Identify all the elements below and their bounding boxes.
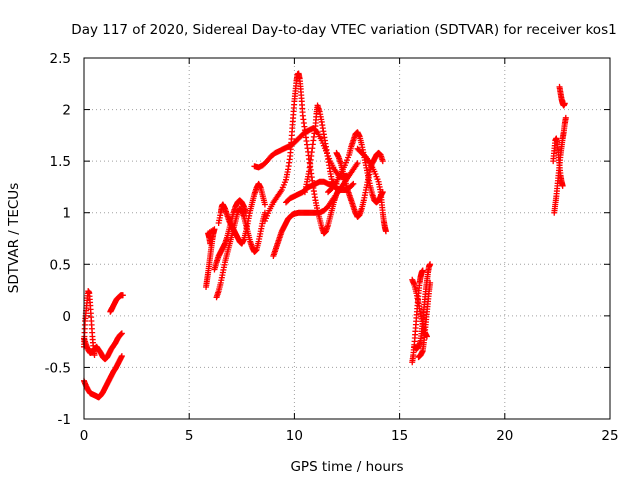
data-point bbox=[559, 182, 566, 189]
series-sat-v bbox=[550, 135, 566, 189]
series-sat-l bbox=[301, 102, 340, 196]
series-sat-b bbox=[81, 330, 125, 363]
chart-title: Day 117 of 2020, Sidereal Day-to-day VTE… bbox=[71, 22, 616, 38]
data-point bbox=[350, 180, 357, 187]
series-sat-w bbox=[556, 83, 568, 109]
data-point bbox=[349, 181, 356, 188]
data-point bbox=[382, 228, 389, 235]
x-tick-labels: 0 5 10 15 20 25 bbox=[80, 428, 619, 444]
data-point bbox=[118, 330, 125, 337]
y-tick-labels: -1 -0.5 0 0.5 1 1.5 2 2.5 bbox=[45, 51, 71, 428]
x-tick-label: 25 bbox=[601, 428, 618, 444]
series-sat-p bbox=[354, 145, 389, 235]
series-sat-o bbox=[333, 149, 386, 220]
series-sat-k bbox=[270, 160, 361, 260]
data-point bbox=[207, 240, 214, 247]
y-tick-label: 0 bbox=[62, 309, 71, 325]
y-tick-label: -0.5 bbox=[45, 360, 71, 376]
data-point bbox=[419, 267, 426, 274]
series-sat-q bbox=[409, 267, 426, 366]
x-tick-label: 15 bbox=[391, 428, 408, 444]
data-point bbox=[119, 292, 126, 299]
y-axis-label: SDTVAR / TECUs bbox=[6, 183, 22, 293]
y-tick-label: 2 bbox=[62, 103, 71, 119]
series-sat-d bbox=[107, 292, 126, 315]
axis-ticks bbox=[83, 57, 611, 420]
data-point bbox=[261, 201, 268, 208]
data-point bbox=[427, 261, 434, 268]
y-tick-label: 1 bbox=[62, 206, 71, 222]
data-points bbox=[81, 70, 569, 401]
data-point bbox=[379, 158, 386, 165]
data-point bbox=[562, 114, 569, 121]
data-point bbox=[354, 160, 361, 167]
y-tick-label: 2.5 bbox=[50, 51, 71, 67]
x-axis-label: GPS time / hours bbox=[290, 459, 403, 475]
y-tick-label: 0.5 bbox=[50, 257, 71, 273]
x-tick-label: 20 bbox=[496, 428, 513, 444]
data-point bbox=[243, 209, 250, 216]
data-point bbox=[427, 279, 434, 286]
series-sat-e bbox=[203, 226, 218, 290]
series-sat-h bbox=[211, 197, 250, 273]
series-sat-t bbox=[409, 276, 430, 340]
y-tick-label: -1 bbox=[58, 412, 71, 428]
plot-frame bbox=[83, 57, 611, 420]
y-tick-label: 1.5 bbox=[50, 154, 71, 170]
data-point bbox=[423, 333, 430, 340]
x-tick-label: 0 bbox=[80, 428, 89, 444]
data-point bbox=[118, 353, 125, 360]
x-tick-label: 10 bbox=[286, 428, 303, 444]
x-tick-label: 5 bbox=[185, 428, 194, 444]
grid-lines bbox=[84, 58, 610, 419]
series-sat-c bbox=[81, 353, 125, 401]
data-point bbox=[561, 100, 568, 107]
